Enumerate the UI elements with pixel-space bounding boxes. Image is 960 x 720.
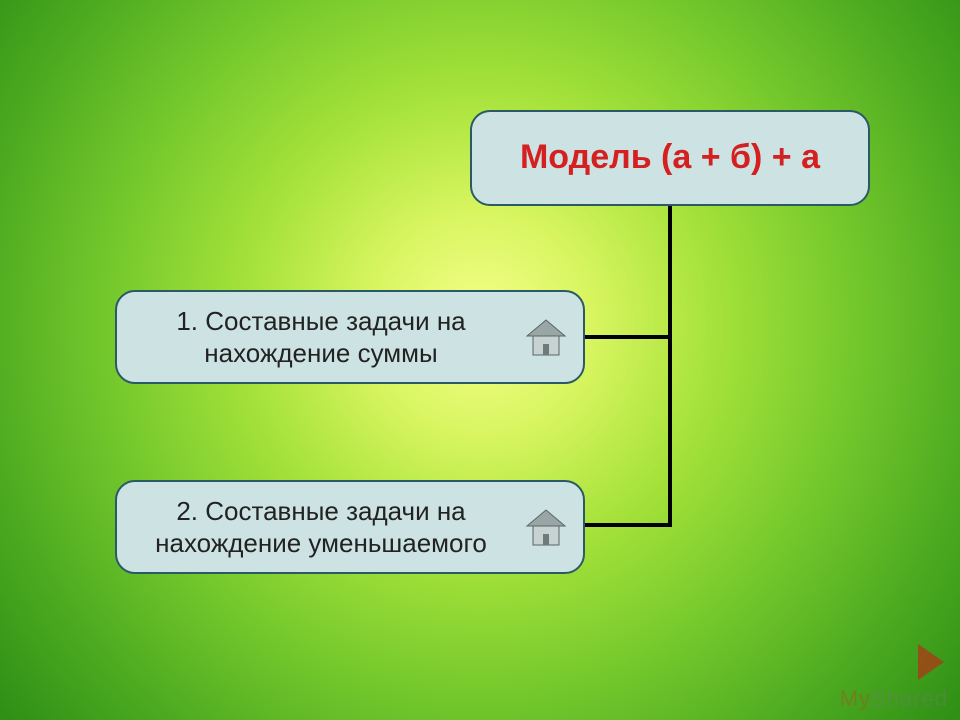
- child-node-1-label: 1. Составные задачи на нахождение суммы: [131, 305, 519, 370]
- watermark: MyShared: [840, 686, 948, 712]
- root-node-label: Модель (а + б) + а: [520, 139, 820, 176]
- watermark-suffix: Shared: [871, 686, 948, 711]
- watermark-prefix: My: [840, 686, 871, 711]
- connector-to-child-2: [585, 523, 672, 527]
- child-node-2[interactable]: 2. Составные задачи на нахождение уменьш…: [115, 480, 585, 574]
- connector-to-child-1: [585, 335, 670, 339]
- next-arrow-icon[interactable]: [918, 644, 944, 680]
- child-node-2-label: 2. Составные задачи на нахождение уменьш…: [131, 495, 519, 560]
- slide: Модель (а + б) + а 1. Составные задачи н…: [0, 0, 960, 720]
- home-icon[interactable]: [523, 504, 569, 550]
- connector-vertical: [668, 206, 672, 526]
- child-node-1[interactable]: 1. Составные задачи на нахождение суммы: [115, 290, 585, 384]
- home-icon[interactable]: [523, 314, 569, 360]
- root-node: Модель (а + б) + а: [470, 110, 870, 206]
